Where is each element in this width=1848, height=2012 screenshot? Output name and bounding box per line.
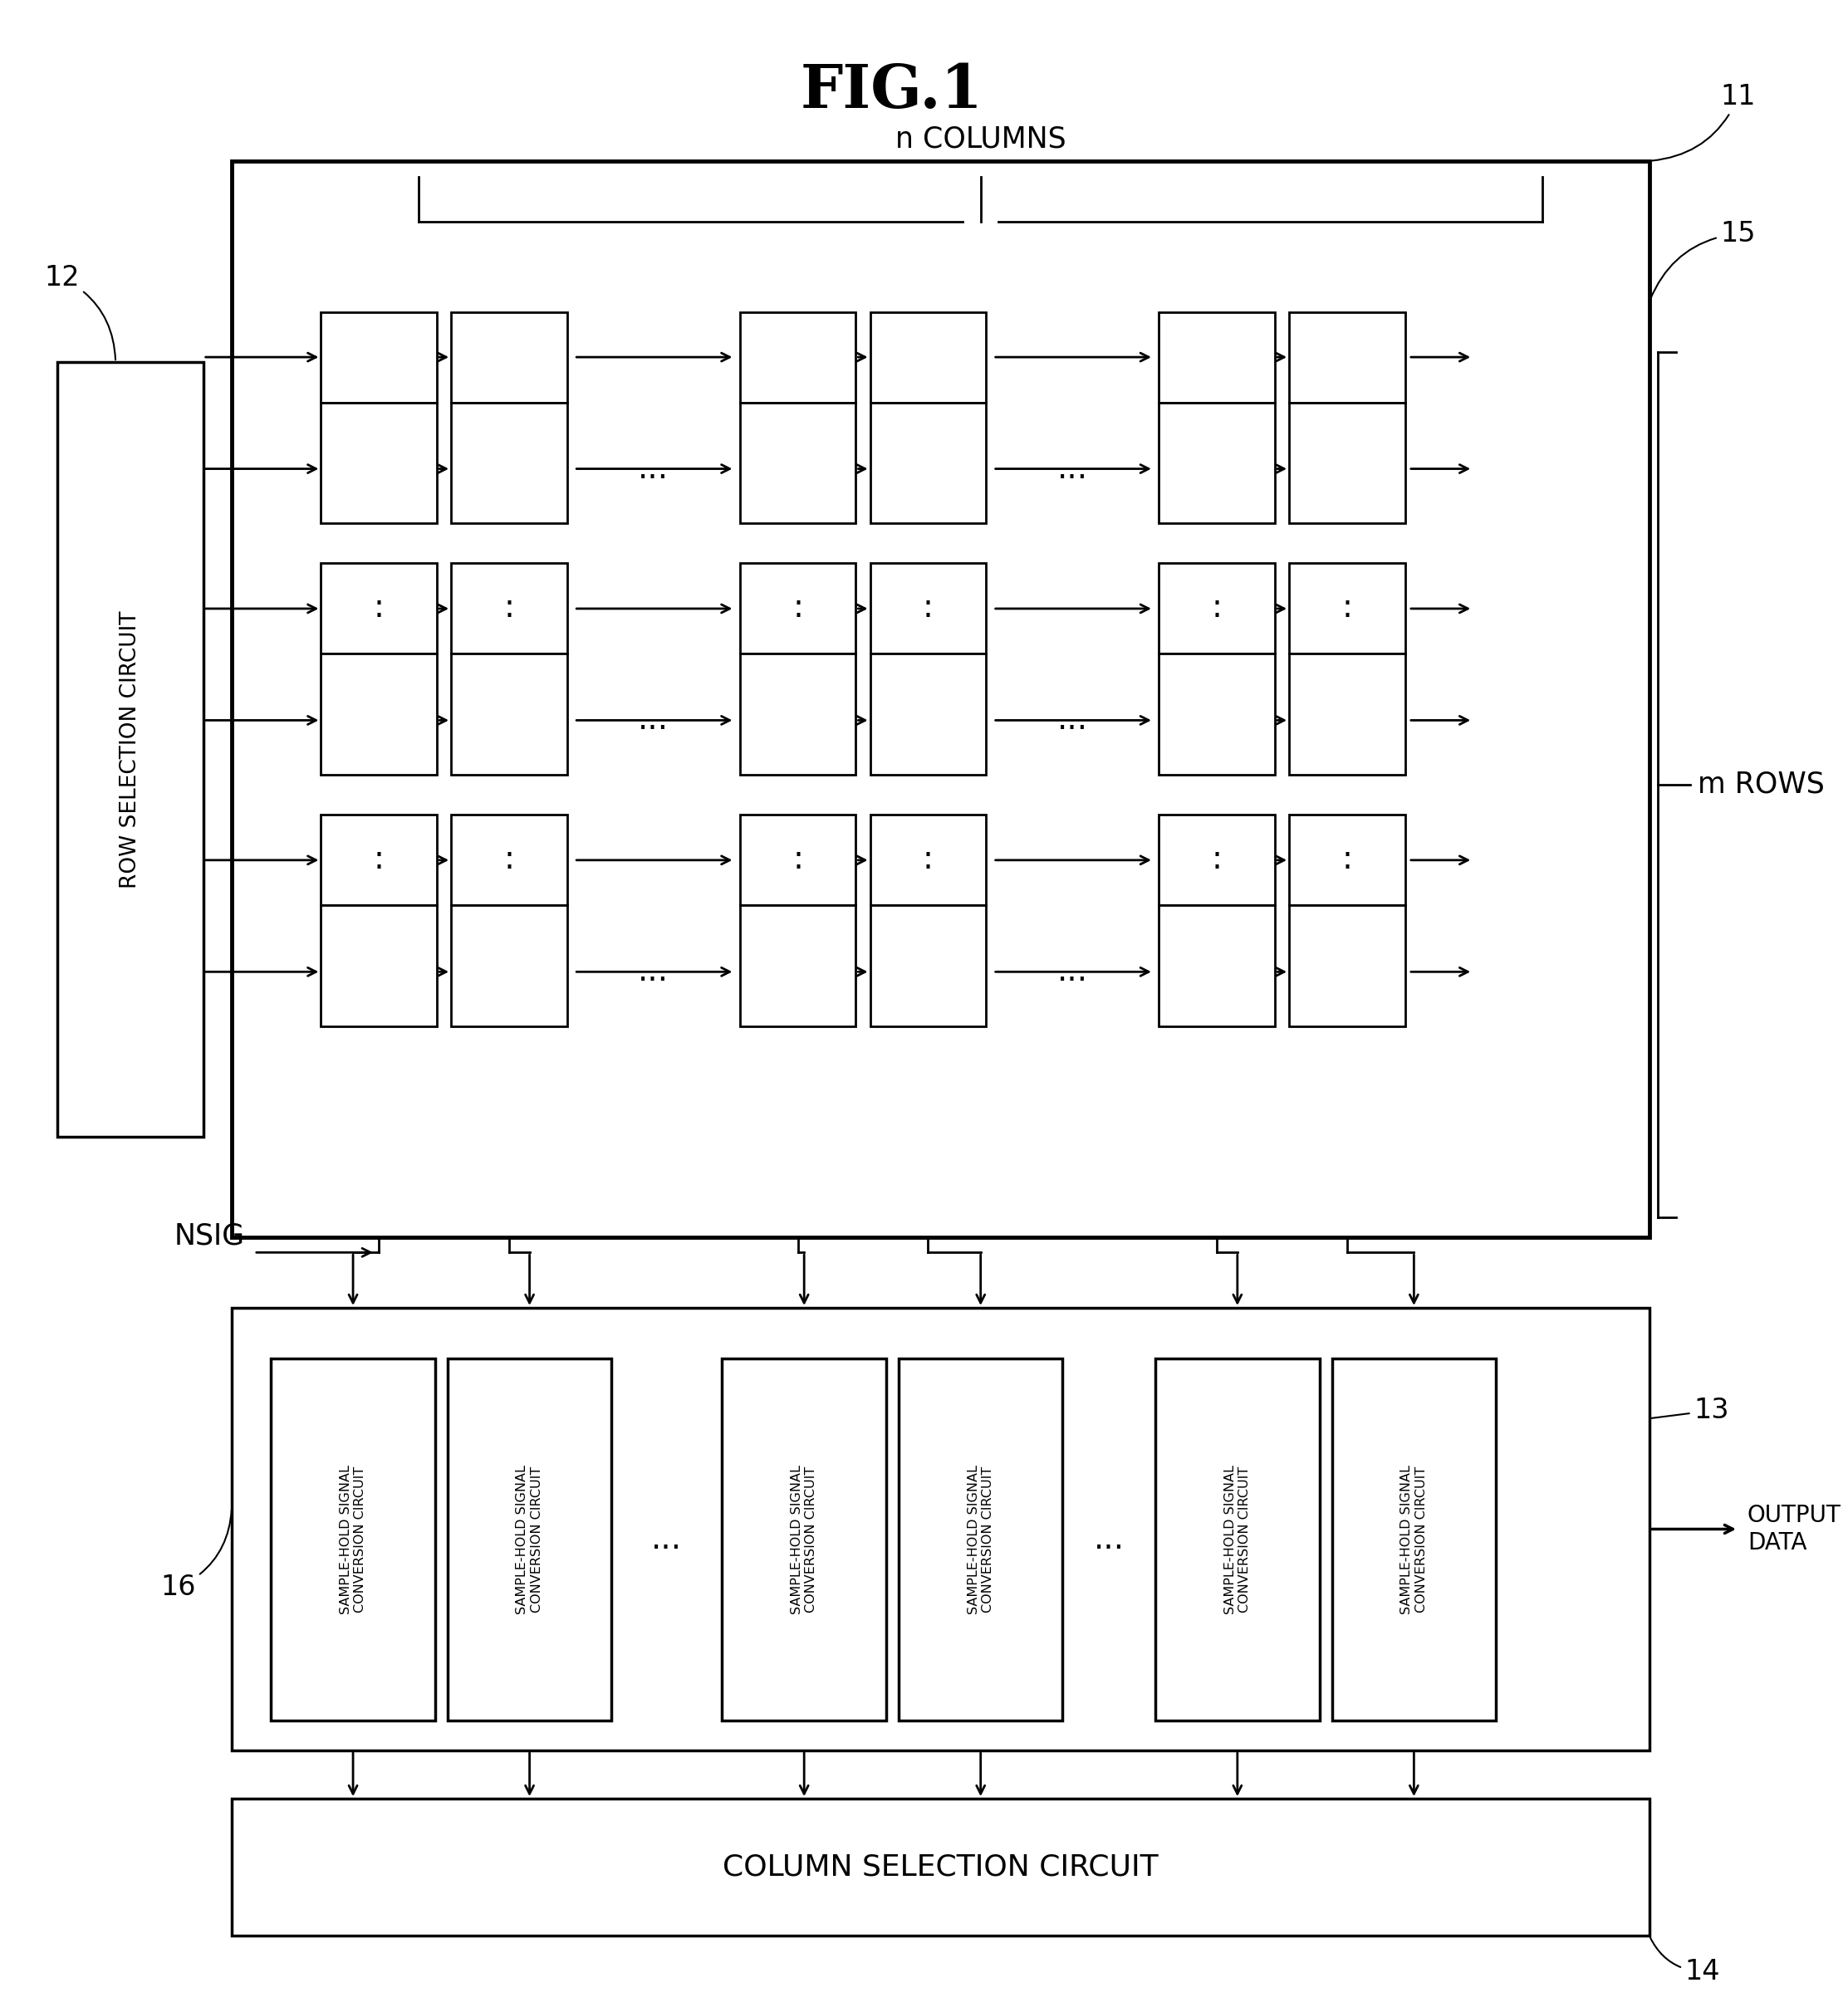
Bar bbox=[1155, 1358, 1319, 1720]
Text: :: : bbox=[1212, 592, 1222, 624]
Bar bbox=[739, 905, 856, 1026]
Bar bbox=[870, 905, 987, 1026]
Text: 11: 11 bbox=[1652, 82, 1756, 161]
Bar bbox=[447, 1358, 612, 1720]
Text: OUTPUT
DATA: OUTPUT DATA bbox=[1748, 1505, 1841, 1553]
Bar bbox=[451, 654, 567, 775]
Text: SAMPLE-HOLD SIGNAL
CONVERSION CIRCUIT: SAMPLE-HOLD SIGNAL CONVERSION CIRCUIT bbox=[967, 1465, 994, 1614]
Bar bbox=[231, 1799, 1648, 1936]
Text: COLUMN SELECTION CIRCUIT: COLUMN SELECTION CIRCUIT bbox=[723, 1853, 1159, 1881]
Bar bbox=[870, 563, 987, 654]
Bar bbox=[870, 815, 987, 905]
Text: FIG.1: FIG.1 bbox=[800, 60, 983, 121]
Text: 15: 15 bbox=[1650, 219, 1756, 300]
Bar bbox=[870, 654, 987, 775]
Text: :: : bbox=[505, 843, 514, 875]
Text: n COLUMNS: n COLUMNS bbox=[894, 125, 1066, 153]
Bar bbox=[739, 312, 856, 402]
Bar bbox=[1159, 905, 1275, 1026]
Bar bbox=[1290, 905, 1404, 1026]
Bar bbox=[1332, 1358, 1495, 1720]
Bar bbox=[739, 402, 856, 523]
Text: ...: ... bbox=[638, 704, 669, 736]
Bar bbox=[451, 402, 567, 523]
Text: SAMPLE-HOLD SIGNAL
CONVERSION CIRCUIT: SAMPLE-HOLD SIGNAL CONVERSION CIRCUIT bbox=[340, 1465, 366, 1614]
Bar bbox=[1290, 402, 1404, 523]
Text: SAMPLE-HOLD SIGNAL
CONVERSION CIRCUIT: SAMPLE-HOLD SIGNAL CONVERSION CIRCUIT bbox=[791, 1465, 817, 1614]
Text: :: : bbox=[1342, 592, 1353, 624]
Bar bbox=[451, 312, 567, 402]
Text: SAMPLE-HOLD SIGNAL
CONVERSION CIRCUIT: SAMPLE-HOLD SIGNAL CONVERSION CIRCUIT bbox=[1401, 1465, 1427, 1614]
Text: NSIG: NSIG bbox=[174, 1221, 246, 1251]
Text: ...: ... bbox=[1057, 956, 1088, 988]
Bar bbox=[1159, 312, 1275, 402]
Bar bbox=[739, 654, 856, 775]
Bar bbox=[1159, 402, 1275, 523]
Bar bbox=[231, 161, 1648, 1237]
Bar bbox=[739, 815, 856, 905]
Bar bbox=[451, 563, 567, 654]
Bar bbox=[898, 1358, 1063, 1720]
Text: :: : bbox=[793, 592, 804, 624]
Text: 14: 14 bbox=[1650, 1938, 1720, 1986]
Bar bbox=[231, 1308, 1648, 1750]
Text: ...: ... bbox=[1094, 1523, 1124, 1555]
Text: SAMPLE-HOLD SIGNAL
CONVERSION CIRCUIT: SAMPLE-HOLD SIGNAL CONVERSION CIRCUIT bbox=[1223, 1465, 1251, 1614]
Text: ...: ... bbox=[1057, 453, 1088, 485]
Bar bbox=[870, 402, 987, 523]
Text: :: : bbox=[922, 592, 933, 624]
Bar bbox=[57, 362, 203, 1137]
Bar bbox=[322, 905, 436, 1026]
Text: m ROWS: m ROWS bbox=[1698, 771, 1824, 799]
Text: ROW SELECTION CIRCUIT: ROW SELECTION CIRCUIT bbox=[120, 610, 140, 889]
Text: ...: ... bbox=[638, 956, 669, 988]
Bar bbox=[1159, 815, 1275, 905]
Text: ...: ... bbox=[1057, 704, 1088, 736]
Bar bbox=[272, 1358, 434, 1720]
Bar bbox=[1290, 563, 1404, 654]
Bar bbox=[451, 905, 567, 1026]
Text: ...: ... bbox=[652, 1523, 682, 1555]
Bar bbox=[723, 1358, 887, 1720]
Bar bbox=[322, 563, 436, 654]
Text: :: : bbox=[373, 843, 384, 875]
Bar bbox=[1290, 312, 1404, 402]
Text: 13: 13 bbox=[1652, 1396, 1730, 1424]
Bar bbox=[1290, 654, 1404, 775]
Bar bbox=[451, 815, 567, 905]
Bar bbox=[1159, 563, 1275, 654]
Bar bbox=[739, 563, 856, 654]
Text: :: : bbox=[373, 592, 384, 624]
Text: 16: 16 bbox=[161, 1509, 231, 1602]
Text: ...: ... bbox=[638, 453, 669, 485]
Bar bbox=[870, 312, 987, 402]
Text: :: : bbox=[1212, 843, 1222, 875]
Bar bbox=[322, 402, 436, 523]
Bar bbox=[322, 654, 436, 775]
Bar bbox=[322, 312, 436, 402]
Text: :: : bbox=[922, 843, 933, 875]
Bar bbox=[1290, 815, 1404, 905]
Text: SAMPLE-HOLD SIGNAL
CONVERSION CIRCUIT: SAMPLE-HOLD SIGNAL CONVERSION CIRCUIT bbox=[516, 1465, 543, 1614]
Bar bbox=[322, 815, 436, 905]
Bar bbox=[1159, 654, 1275, 775]
Text: 12: 12 bbox=[44, 264, 115, 360]
Text: :: : bbox=[505, 592, 514, 624]
Text: :: : bbox=[793, 843, 804, 875]
Text: :: : bbox=[1342, 843, 1353, 875]
